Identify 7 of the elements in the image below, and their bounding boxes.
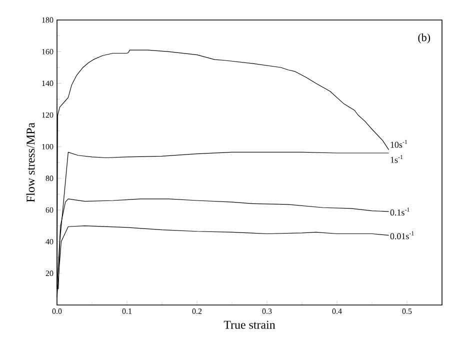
annotation: (b) bbox=[418, 33, 430, 44]
series-label: 0.01s$^{-1}$ bbox=[390, 231, 414, 240]
series-label: 0.1s$^{-1}$ bbox=[390, 208, 410, 216]
series-label: 1s$^{-1}$ bbox=[390, 155, 403, 163]
x-axis-title: True strain bbox=[224, 320, 276, 329]
series-label: 10s$^{-1}$ bbox=[390, 140, 408, 148]
y-axis-title: Flow stress/MPa bbox=[26, 122, 35, 202]
